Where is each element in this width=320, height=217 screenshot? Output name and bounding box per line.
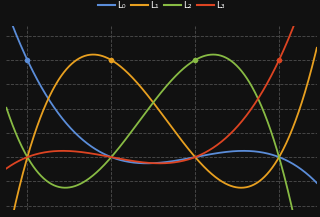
Legend: L₀, L₁, L₂, L₃: L₀, L₁, L₂, L₃ [95, 0, 228, 14]
